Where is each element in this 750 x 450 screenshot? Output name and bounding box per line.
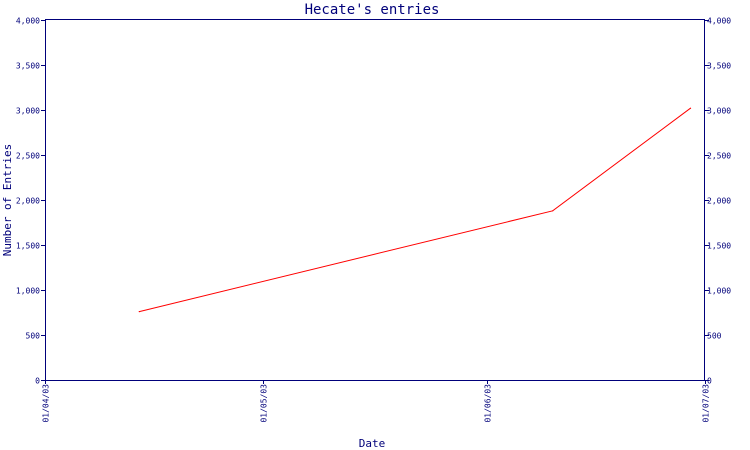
y-tick-label-right: 3,500 <box>707 62 731 71</box>
data-point <box>138 311 140 313</box>
y-tick-label-right: 4,000 <box>707 17 731 26</box>
x-axis-label: Date <box>359 437 386 450</box>
y-tick-label-right: 500 <box>707 332 722 341</box>
y-tick-label-right: 3,000 <box>707 107 731 116</box>
x-tick-label: 01/07/03 <box>702 384 711 423</box>
tick-layer: 0 0 500 500 1,000 1,000 1,500 1,500 2,000 2,000 2,… <box>16 17 731 423</box>
y-tick-label-right: 2,500 <box>707 152 731 161</box>
y-tick-label-left: 3,500 <box>16 62 40 71</box>
y-tick-label-right: 0 <box>707 377 712 386</box>
y-tick-label-left: 3,000 <box>16 107 40 116</box>
data-point <box>689 107 692 109</box>
series-layer <box>138 107 692 313</box>
x-tick-label: 01/05/03 <box>260 384 269 423</box>
y-tick-label-left: 4,000 <box>16 17 40 26</box>
y-tick-label-right: 1,500 <box>707 242 731 251</box>
series-line <box>139 107 691 313</box>
data-point <box>552 210 554 212</box>
chart-title: Hecate's entries <box>305 2 440 18</box>
x-tick-label: 01/04/03 <box>42 384 51 423</box>
y-axis-label: Number of Entries <box>1 144 14 257</box>
y-tick-label-left: 2,500 <box>16 152 40 161</box>
y-tick-label-right: 1,000 <box>707 287 731 296</box>
x-tick-label: 01/06/03 <box>484 384 493 423</box>
y-tick-label-left: 1,000 <box>16 287 40 296</box>
y-tick-label-left: 0 <box>35 377 40 386</box>
y-tick-label-left: 1,500 <box>16 242 40 251</box>
y-tick-label-left: 500 <box>26 332 41 341</box>
y-tick-label-left: 2,000 <box>16 197 40 206</box>
y-tick-label-right: 2,000 <box>707 197 731 206</box>
